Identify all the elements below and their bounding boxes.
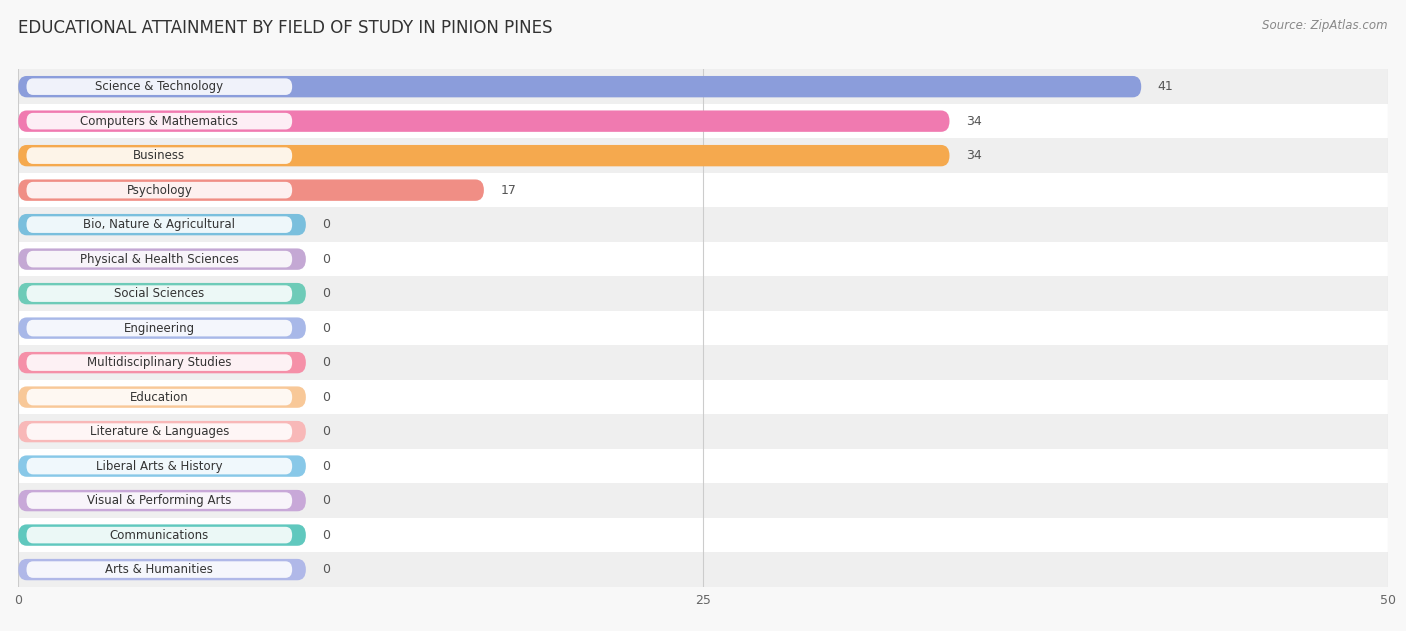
FancyBboxPatch shape <box>18 552 1388 587</box>
FancyBboxPatch shape <box>27 216 292 233</box>
Text: 0: 0 <box>322 459 330 473</box>
FancyBboxPatch shape <box>18 242 1388 276</box>
Text: Science & Technology: Science & Technology <box>96 80 224 93</box>
Text: Multidisciplinary Studies: Multidisciplinary Studies <box>87 356 232 369</box>
FancyBboxPatch shape <box>18 518 1388 552</box>
FancyBboxPatch shape <box>27 527 292 543</box>
Text: Computers & Mathematics: Computers & Mathematics <box>80 115 238 127</box>
FancyBboxPatch shape <box>27 148 292 164</box>
Text: Visual & Performing Arts: Visual & Performing Arts <box>87 494 232 507</box>
FancyBboxPatch shape <box>18 173 1388 208</box>
Text: 17: 17 <box>501 184 516 197</box>
Text: Communications: Communications <box>110 529 209 541</box>
Text: EDUCATIONAL ATTAINMENT BY FIELD OF STUDY IN PINION PINES: EDUCATIONAL ATTAINMENT BY FIELD OF STUDY… <box>18 19 553 37</box>
FancyBboxPatch shape <box>18 345 1388 380</box>
FancyBboxPatch shape <box>27 182 292 198</box>
Text: Bio, Nature & Agricultural: Bio, Nature & Agricultural <box>83 218 235 231</box>
FancyBboxPatch shape <box>18 283 307 304</box>
Text: 0: 0 <box>322 425 330 438</box>
FancyBboxPatch shape <box>27 389 292 405</box>
FancyBboxPatch shape <box>18 483 1388 518</box>
FancyBboxPatch shape <box>18 490 307 511</box>
Text: 0: 0 <box>322 322 330 334</box>
FancyBboxPatch shape <box>18 208 1388 242</box>
FancyBboxPatch shape <box>18 380 1388 415</box>
Text: 0: 0 <box>322 218 330 231</box>
FancyBboxPatch shape <box>18 138 1388 173</box>
FancyBboxPatch shape <box>18 214 307 235</box>
FancyBboxPatch shape <box>18 110 949 132</box>
Text: Education: Education <box>129 391 188 404</box>
Text: 0: 0 <box>322 494 330 507</box>
FancyBboxPatch shape <box>18 421 307 442</box>
FancyBboxPatch shape <box>27 355 292 371</box>
FancyBboxPatch shape <box>27 492 292 509</box>
Text: Psychology: Psychology <box>127 184 193 197</box>
Text: 41: 41 <box>1157 80 1174 93</box>
FancyBboxPatch shape <box>18 415 1388 449</box>
Text: Engineering: Engineering <box>124 322 195 334</box>
Text: 0: 0 <box>322 563 330 576</box>
Text: Literature & Languages: Literature & Languages <box>90 425 229 438</box>
FancyBboxPatch shape <box>18 311 1388 345</box>
FancyBboxPatch shape <box>18 76 1142 97</box>
Text: 0: 0 <box>322 287 330 300</box>
FancyBboxPatch shape <box>18 145 949 167</box>
FancyBboxPatch shape <box>27 251 292 268</box>
FancyBboxPatch shape <box>27 113 292 129</box>
Text: Social Sciences: Social Sciences <box>114 287 204 300</box>
Text: 34: 34 <box>966 149 981 162</box>
FancyBboxPatch shape <box>18 276 1388 311</box>
FancyBboxPatch shape <box>18 524 307 546</box>
Text: 0: 0 <box>322 529 330 541</box>
FancyBboxPatch shape <box>18 449 1388 483</box>
Text: 0: 0 <box>322 252 330 266</box>
Text: Business: Business <box>134 149 186 162</box>
Text: 34: 34 <box>966 115 981 127</box>
FancyBboxPatch shape <box>18 456 307 477</box>
Text: Source: ZipAtlas.com: Source: ZipAtlas.com <box>1263 19 1388 32</box>
FancyBboxPatch shape <box>18 249 307 270</box>
FancyBboxPatch shape <box>27 285 292 302</box>
Text: Arts & Humanities: Arts & Humanities <box>105 563 214 576</box>
FancyBboxPatch shape <box>18 559 307 581</box>
Text: Liberal Arts & History: Liberal Arts & History <box>96 459 222 473</box>
FancyBboxPatch shape <box>27 78 292 95</box>
Text: 0: 0 <box>322 356 330 369</box>
FancyBboxPatch shape <box>18 317 307 339</box>
FancyBboxPatch shape <box>27 458 292 475</box>
FancyBboxPatch shape <box>27 320 292 336</box>
FancyBboxPatch shape <box>18 352 307 374</box>
FancyBboxPatch shape <box>18 104 1388 138</box>
FancyBboxPatch shape <box>18 386 307 408</box>
FancyBboxPatch shape <box>18 69 1388 104</box>
FancyBboxPatch shape <box>27 562 292 578</box>
Text: Physical & Health Sciences: Physical & Health Sciences <box>80 252 239 266</box>
FancyBboxPatch shape <box>18 179 484 201</box>
Text: 0: 0 <box>322 391 330 404</box>
FancyBboxPatch shape <box>27 423 292 440</box>
